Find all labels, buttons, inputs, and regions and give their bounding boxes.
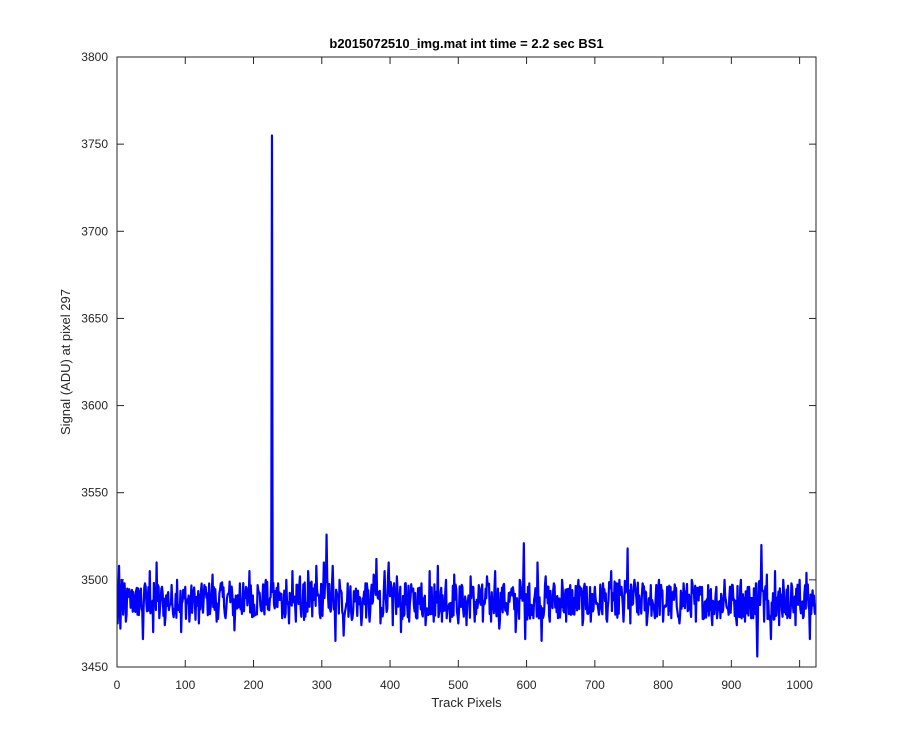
x-tick-label: 200	[244, 678, 264, 692]
y-tick-label: 3450	[81, 660, 108, 674]
y-tick-label: 3800	[81, 50, 108, 64]
x-tick-label: 1000	[786, 678, 813, 692]
chart-title: b2015072510_img.mat int time = 2.2 sec B…	[329, 36, 603, 51]
y-tick-label: 3750	[81, 137, 108, 151]
x-axis-label: Track Pixels	[431, 695, 502, 710]
x-tick-label: 700	[585, 678, 605, 692]
y-tick-label: 3650	[81, 311, 108, 325]
axes-box	[116, 56, 817, 668]
x-tick-label: 800	[653, 678, 673, 692]
plot-area	[117, 134, 816, 658]
x-tick-label: 0	[114, 678, 121, 692]
x-tick-label: 300	[312, 678, 332, 692]
axes: 0 100 200 300 400 500 600 700 800 900 1000 3450 3500…	[81, 50, 817, 692]
y-tick-label: 3600	[81, 399, 108, 413]
series-line	[117, 134, 816, 658]
x-tick-label: 100	[175, 678, 195, 692]
x-tick-label: 400	[380, 678, 400, 692]
y-axis-label: Signal (ADU) at pixel 297	[58, 289, 73, 435]
x-tick-label: 600	[517, 678, 537, 692]
y-tick-label: 3500	[81, 573, 108, 587]
x-tick-label: 900	[721, 678, 741, 692]
y-tick-label: 3550	[81, 486, 108, 500]
x-tick-label: 500	[448, 678, 468, 692]
y-tick-label: 3700	[81, 224, 108, 238]
